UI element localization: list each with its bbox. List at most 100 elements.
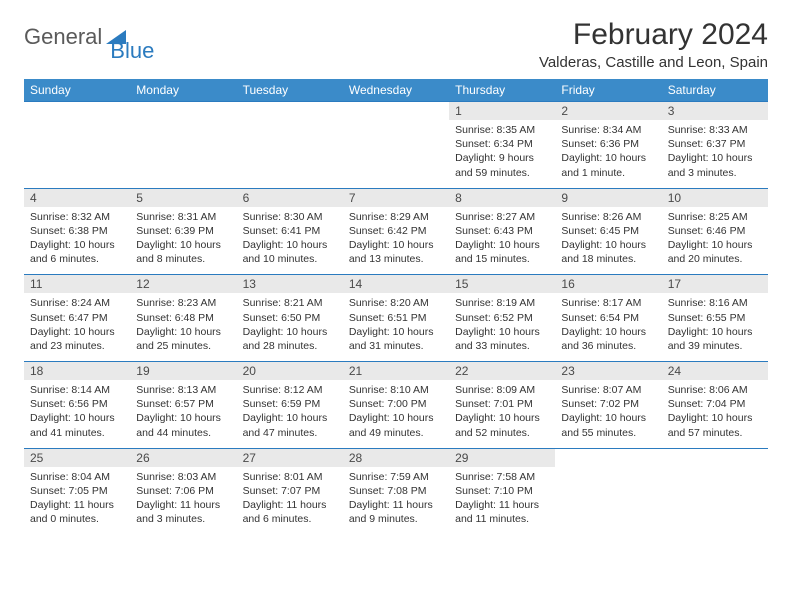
day-detail-row: Sunrise: 8:32 AMSunset: 6:38 PMDaylight:… [24,207,768,275]
day-detail-cell: Sunrise: 8:12 AMSunset: 6:59 PMDaylight:… [237,380,343,448]
sunset-line: Sunset: 6:50 PM [243,311,337,325]
calendar-table: SundayMondayTuesdayWednesdayThursdayFrid… [24,79,768,534]
location-subtitle: Valderas, Castille and Leon, Spain [539,54,768,71]
sunset-line: Sunset: 7:04 PM [668,397,762,411]
day-detail-cell: Sunrise: 8:24 AMSunset: 6:47 PMDaylight:… [24,293,130,361]
daylight-line: Daylight: 10 hours and 52 minutes. [455,411,549,439]
sunset-line: Sunset: 6:57 PM [136,397,230,411]
day-number-cell: 17 [662,275,768,294]
sunrise-line: Sunrise: 8:07 AM [561,383,655,397]
sunset-line: Sunset: 6:47 PM [30,311,124,325]
daylight-line: Daylight: 10 hours and 44 minutes. [136,411,230,439]
sunrise-line: Sunrise: 8:24 AM [30,296,124,310]
day-detail-cell: Sunrise: 8:19 AMSunset: 6:52 PMDaylight:… [449,293,555,361]
sunset-line: Sunset: 6:34 PM [455,137,549,151]
sunrise-line: Sunrise: 8:23 AM [136,296,230,310]
daylight-line: Daylight: 10 hours and 15 minutes. [455,238,549,266]
daylight-line: Daylight: 10 hours and 3 minutes. [668,151,762,179]
sunset-line: Sunset: 7:02 PM [561,397,655,411]
weekday-header: Saturday [662,79,768,102]
daylight-line: Daylight: 11 hours and 3 minutes. [136,498,230,526]
sunset-line: Sunset: 7:00 PM [349,397,443,411]
sunset-line: Sunset: 7:06 PM [136,484,230,498]
sunrise-line: Sunrise: 8:34 AM [561,123,655,137]
sunrise-line: Sunrise: 8:25 AM [668,210,762,224]
day-number-cell: 13 [237,275,343,294]
day-number-cell: 16 [555,275,661,294]
sunrise-line: Sunrise: 8:12 AM [243,383,337,397]
sunset-line: Sunset: 6:42 PM [349,224,443,238]
sunset-line: Sunset: 6:56 PM [30,397,124,411]
sunrise-line: Sunrise: 8:27 AM [455,210,549,224]
day-detail-cell: Sunrise: 8:01 AMSunset: 7:07 PMDaylight:… [237,467,343,535]
brand-word-2: Blue [110,38,154,64]
day-number-cell: 23 [555,362,661,381]
day-detail-cell: Sunrise: 8:03 AMSunset: 7:06 PMDaylight:… [130,467,236,535]
empty-cell [237,102,343,121]
sunset-line: Sunset: 6:38 PM [30,224,124,238]
daylight-line: Daylight: 10 hours and 41 minutes. [30,411,124,439]
sunset-line: Sunset: 6:51 PM [349,311,443,325]
day-number-cell: 6 [237,188,343,207]
day-number-row: 45678910 [24,188,768,207]
sunset-line: Sunset: 7:10 PM [455,484,549,498]
day-number-row: 18192021222324 [24,362,768,381]
sunrise-line: Sunrise: 8:17 AM [561,296,655,310]
day-number-cell: 3 [662,102,768,121]
day-number-cell: 20 [237,362,343,381]
daylight-line: Daylight: 10 hours and 49 minutes. [349,411,443,439]
day-number-cell: 12 [130,275,236,294]
weekday-header: Sunday [24,79,130,102]
day-detail-cell: Sunrise: 8:27 AMSunset: 6:43 PMDaylight:… [449,207,555,275]
day-number-cell: 27 [237,448,343,467]
brand-word-1: General [24,24,102,50]
day-detail-cell: Sunrise: 8:07 AMSunset: 7:02 PMDaylight:… [555,380,661,448]
day-detail-cell: Sunrise: 8:35 AMSunset: 6:34 PMDaylight:… [449,120,555,188]
sunrise-line: Sunrise: 8:20 AM [349,296,443,310]
day-detail-cell: Sunrise: 8:34 AMSunset: 6:36 PMDaylight:… [555,120,661,188]
day-number-cell: 24 [662,362,768,381]
day-detail-cell: Sunrise: 8:14 AMSunset: 6:56 PMDaylight:… [24,380,130,448]
weekday-header: Monday [130,79,236,102]
sunrise-line: Sunrise: 8:03 AM [136,470,230,484]
daylight-line: Daylight: 10 hours and 10 minutes. [243,238,337,266]
day-detail-cell: Sunrise: 8:29 AMSunset: 6:42 PMDaylight:… [343,207,449,275]
day-detail-cell: Sunrise: 8:25 AMSunset: 6:46 PMDaylight:… [662,207,768,275]
daylight-line: Daylight: 10 hours and 23 minutes. [30,325,124,353]
day-detail-cell: Sunrise: 8:33 AMSunset: 6:37 PMDaylight:… [662,120,768,188]
sunrise-line: Sunrise: 8:04 AM [30,470,124,484]
empty-cell [555,448,661,467]
daylight-line: Daylight: 10 hours and 25 minutes. [136,325,230,353]
daylight-line: Daylight: 10 hours and 55 minutes. [561,411,655,439]
sunrise-line: Sunrise: 8:29 AM [349,210,443,224]
day-detail-cell: Sunrise: 8:30 AMSunset: 6:41 PMDaylight:… [237,207,343,275]
day-number-cell: 18 [24,362,130,381]
weekday-header: Wednesday [343,79,449,102]
day-detail-cell: Sunrise: 8:20 AMSunset: 6:51 PMDaylight:… [343,293,449,361]
empty-cell [662,448,768,467]
day-detail-row: Sunrise: 8:24 AMSunset: 6:47 PMDaylight:… [24,293,768,361]
empty-cell [343,102,449,121]
daylight-line: Daylight: 10 hours and 57 minutes. [668,411,762,439]
sunrise-line: Sunrise: 8:16 AM [668,296,762,310]
day-number-cell: 11 [24,275,130,294]
sunrise-line: Sunrise: 8:10 AM [349,383,443,397]
brand-logo: General Blue [24,24,174,50]
sunrise-line: Sunrise: 8:35 AM [455,123,549,137]
empty-cell [237,120,343,188]
sunrise-line: Sunrise: 7:58 AM [455,470,549,484]
daylight-line: Daylight: 10 hours and 31 minutes. [349,325,443,353]
sunset-line: Sunset: 6:43 PM [455,224,549,238]
day-number-cell: 25 [24,448,130,467]
sunset-line: Sunset: 6:59 PM [243,397,337,411]
sunrise-line: Sunrise: 8:06 AM [668,383,762,397]
sunrise-line: Sunrise: 8:26 AM [561,210,655,224]
day-number-cell: 1 [449,102,555,121]
daylight-line: Daylight: 10 hours and 47 minutes. [243,411,337,439]
daylight-line: Daylight: 10 hours and 8 minutes. [136,238,230,266]
empty-cell [130,120,236,188]
sunset-line: Sunset: 6:48 PM [136,311,230,325]
daylight-line: Daylight: 11 hours and 0 minutes. [30,498,124,526]
daylight-line: Daylight: 10 hours and 28 minutes. [243,325,337,353]
empty-cell [343,120,449,188]
